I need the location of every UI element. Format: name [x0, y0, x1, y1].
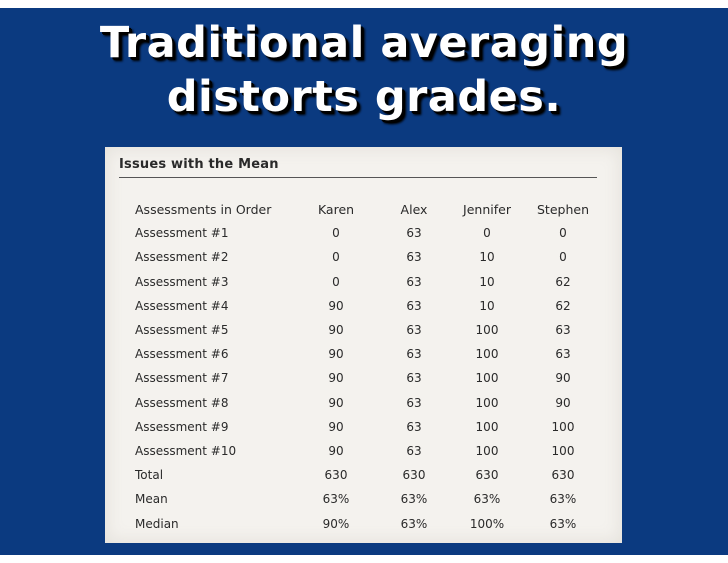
table-row: Assessment #9 90 63 100 100 [135, 415, 603, 439]
table-row: Assessment #1 0 63 0 0 [135, 221, 603, 245]
table-cell: 63 [406, 347, 422, 362]
column-header: Jennifer [463, 201, 511, 217]
table-cell: 90 [328, 323, 344, 338]
table-row: Assessment #2 0 63 10 0 [135, 245, 603, 269]
table-cell: 63% [473, 492, 501, 507]
table-cell: 100 [551, 443, 575, 458]
table-cell: 63 [406, 419, 422, 434]
table-cell: 0 [332, 250, 340, 265]
grades-table: Assessments in Order Karen Alex Jennifer… [135, 197, 603, 536]
table-cell: 90 [328, 347, 344, 362]
table-cell: 100 [475, 323, 499, 338]
table-cell: 63% [549, 516, 577, 531]
table-cell: 0 [559, 226, 567, 241]
table-cell: 63 [406, 274, 422, 289]
table-row: Assessment #6 90 63 100 63 [135, 342, 603, 366]
table-cell: 90 [328, 371, 344, 386]
table-cell: 100 [475, 419, 499, 434]
table-cell: 10 [479, 298, 495, 313]
table-cell: 63 [406, 298, 422, 313]
column-header: Karen [317, 201, 355, 217]
table-cell: 90 [328, 419, 344, 434]
table-cell: 100% [469, 516, 505, 531]
table-cell: 62 [555, 274, 571, 289]
table-cell: 630 [551, 468, 575, 483]
table-row: Total 630 630 630 630 [135, 463, 603, 487]
table-cell: 630 [324, 468, 348, 483]
row-label: Median [135, 516, 179, 531]
table-cell: 90% [322, 516, 350, 531]
table-cell: 90 [328, 395, 344, 410]
table-row: Assessment #3 0 63 10 62 [135, 270, 603, 294]
table-row: Assessment #8 90 63 100 90 [135, 391, 603, 415]
table-cell: 63% [549, 492, 577, 507]
column-header: Assessments in Order [135, 201, 272, 217]
title-line-1: Traditional averaging [99, 18, 629, 68]
table-cell: 0 [483, 226, 491, 241]
table-cell: 63 [555, 347, 571, 362]
table-cell: 63% [400, 516, 428, 531]
table-cell: 10 [479, 250, 495, 265]
table-row: Assessment #7 90 63 100 90 [135, 366, 603, 390]
table-row: Median 90% 63% 100% 63% [135, 511, 603, 535]
table-cell: 630 [475, 468, 499, 483]
table-row: Assessment #10 90 63 100 100 [135, 439, 603, 463]
table-cell: 100 [475, 443, 499, 458]
row-label: Mean [135, 492, 168, 507]
table-cell: 90 [555, 395, 571, 410]
table-cell: 630 [402, 468, 426, 483]
table-cell: 90 [555, 371, 571, 386]
slide-title: Traditional averaging distorts grades. [0, 16, 728, 124]
table-cell: 63 [406, 443, 422, 458]
table-cell: 100 [475, 347, 499, 362]
table-cell: 100 [475, 395, 499, 410]
table-cell: 90 [328, 298, 344, 313]
column-header: Stephen [537, 201, 589, 217]
heading-divider [119, 177, 597, 178]
table-cell: 90 [328, 443, 344, 458]
row-label: Assessment #2 [135, 250, 229, 265]
row-label: Assessment #6 [135, 347, 229, 362]
row-label: Assessment #8 [135, 395, 229, 410]
row-label: Assessment #9 [135, 419, 229, 434]
table-cell: 0 [559, 250, 567, 265]
row-label: Total [135, 468, 164, 483]
table-cell: 100 [551, 419, 575, 434]
table-cell: 63% [322, 492, 350, 507]
column-header: Alex [400, 201, 428, 217]
table-heading: Issues with the Mean [119, 157, 279, 172]
row-label: Assessment #10 [135, 443, 237, 458]
table-header-row: Assessments in Order Karen Alex Jennifer… [135, 197, 603, 221]
table-cell: 63 [406, 323, 422, 338]
table-cell: 63 [555, 323, 571, 338]
row-label: Assessment #3 [135, 274, 229, 289]
table-cell: 63 [406, 371, 422, 386]
table-cell: 63 [406, 250, 422, 265]
table-cell: 62 [555, 298, 571, 313]
table-cell: 0 [332, 274, 340, 289]
row-label: Assessment #1 [135, 226, 229, 241]
table-cell: 100 [475, 371, 499, 386]
table-row: Assessment #5 90 63 100 63 [135, 318, 603, 342]
table-cell: 63 [406, 395, 422, 410]
row-label: Assessment #7 [135, 371, 229, 386]
table-row: Mean 63% 63% 63% 63% [135, 487, 603, 511]
scanned-table-image: Issues with the Mean Assessments in Orde… [105, 147, 622, 543]
row-label: Assessment #4 [135, 298, 229, 313]
table-body: Assessment #1 0 63 0 0 Assessment #2 0 63 10 0 Ass… [135, 221, 603, 535]
table-cell: 10 [479, 274, 495, 289]
row-label: Assessment #5 [135, 323, 229, 338]
table-cell: 63% [400, 492, 428, 507]
table-cell: 63 [406, 226, 422, 241]
table-row: Assessment #4 90 63 10 62 [135, 294, 603, 318]
table-cell: 0 [332, 226, 340, 241]
title-line-2: distorts grades. [166, 72, 562, 122]
